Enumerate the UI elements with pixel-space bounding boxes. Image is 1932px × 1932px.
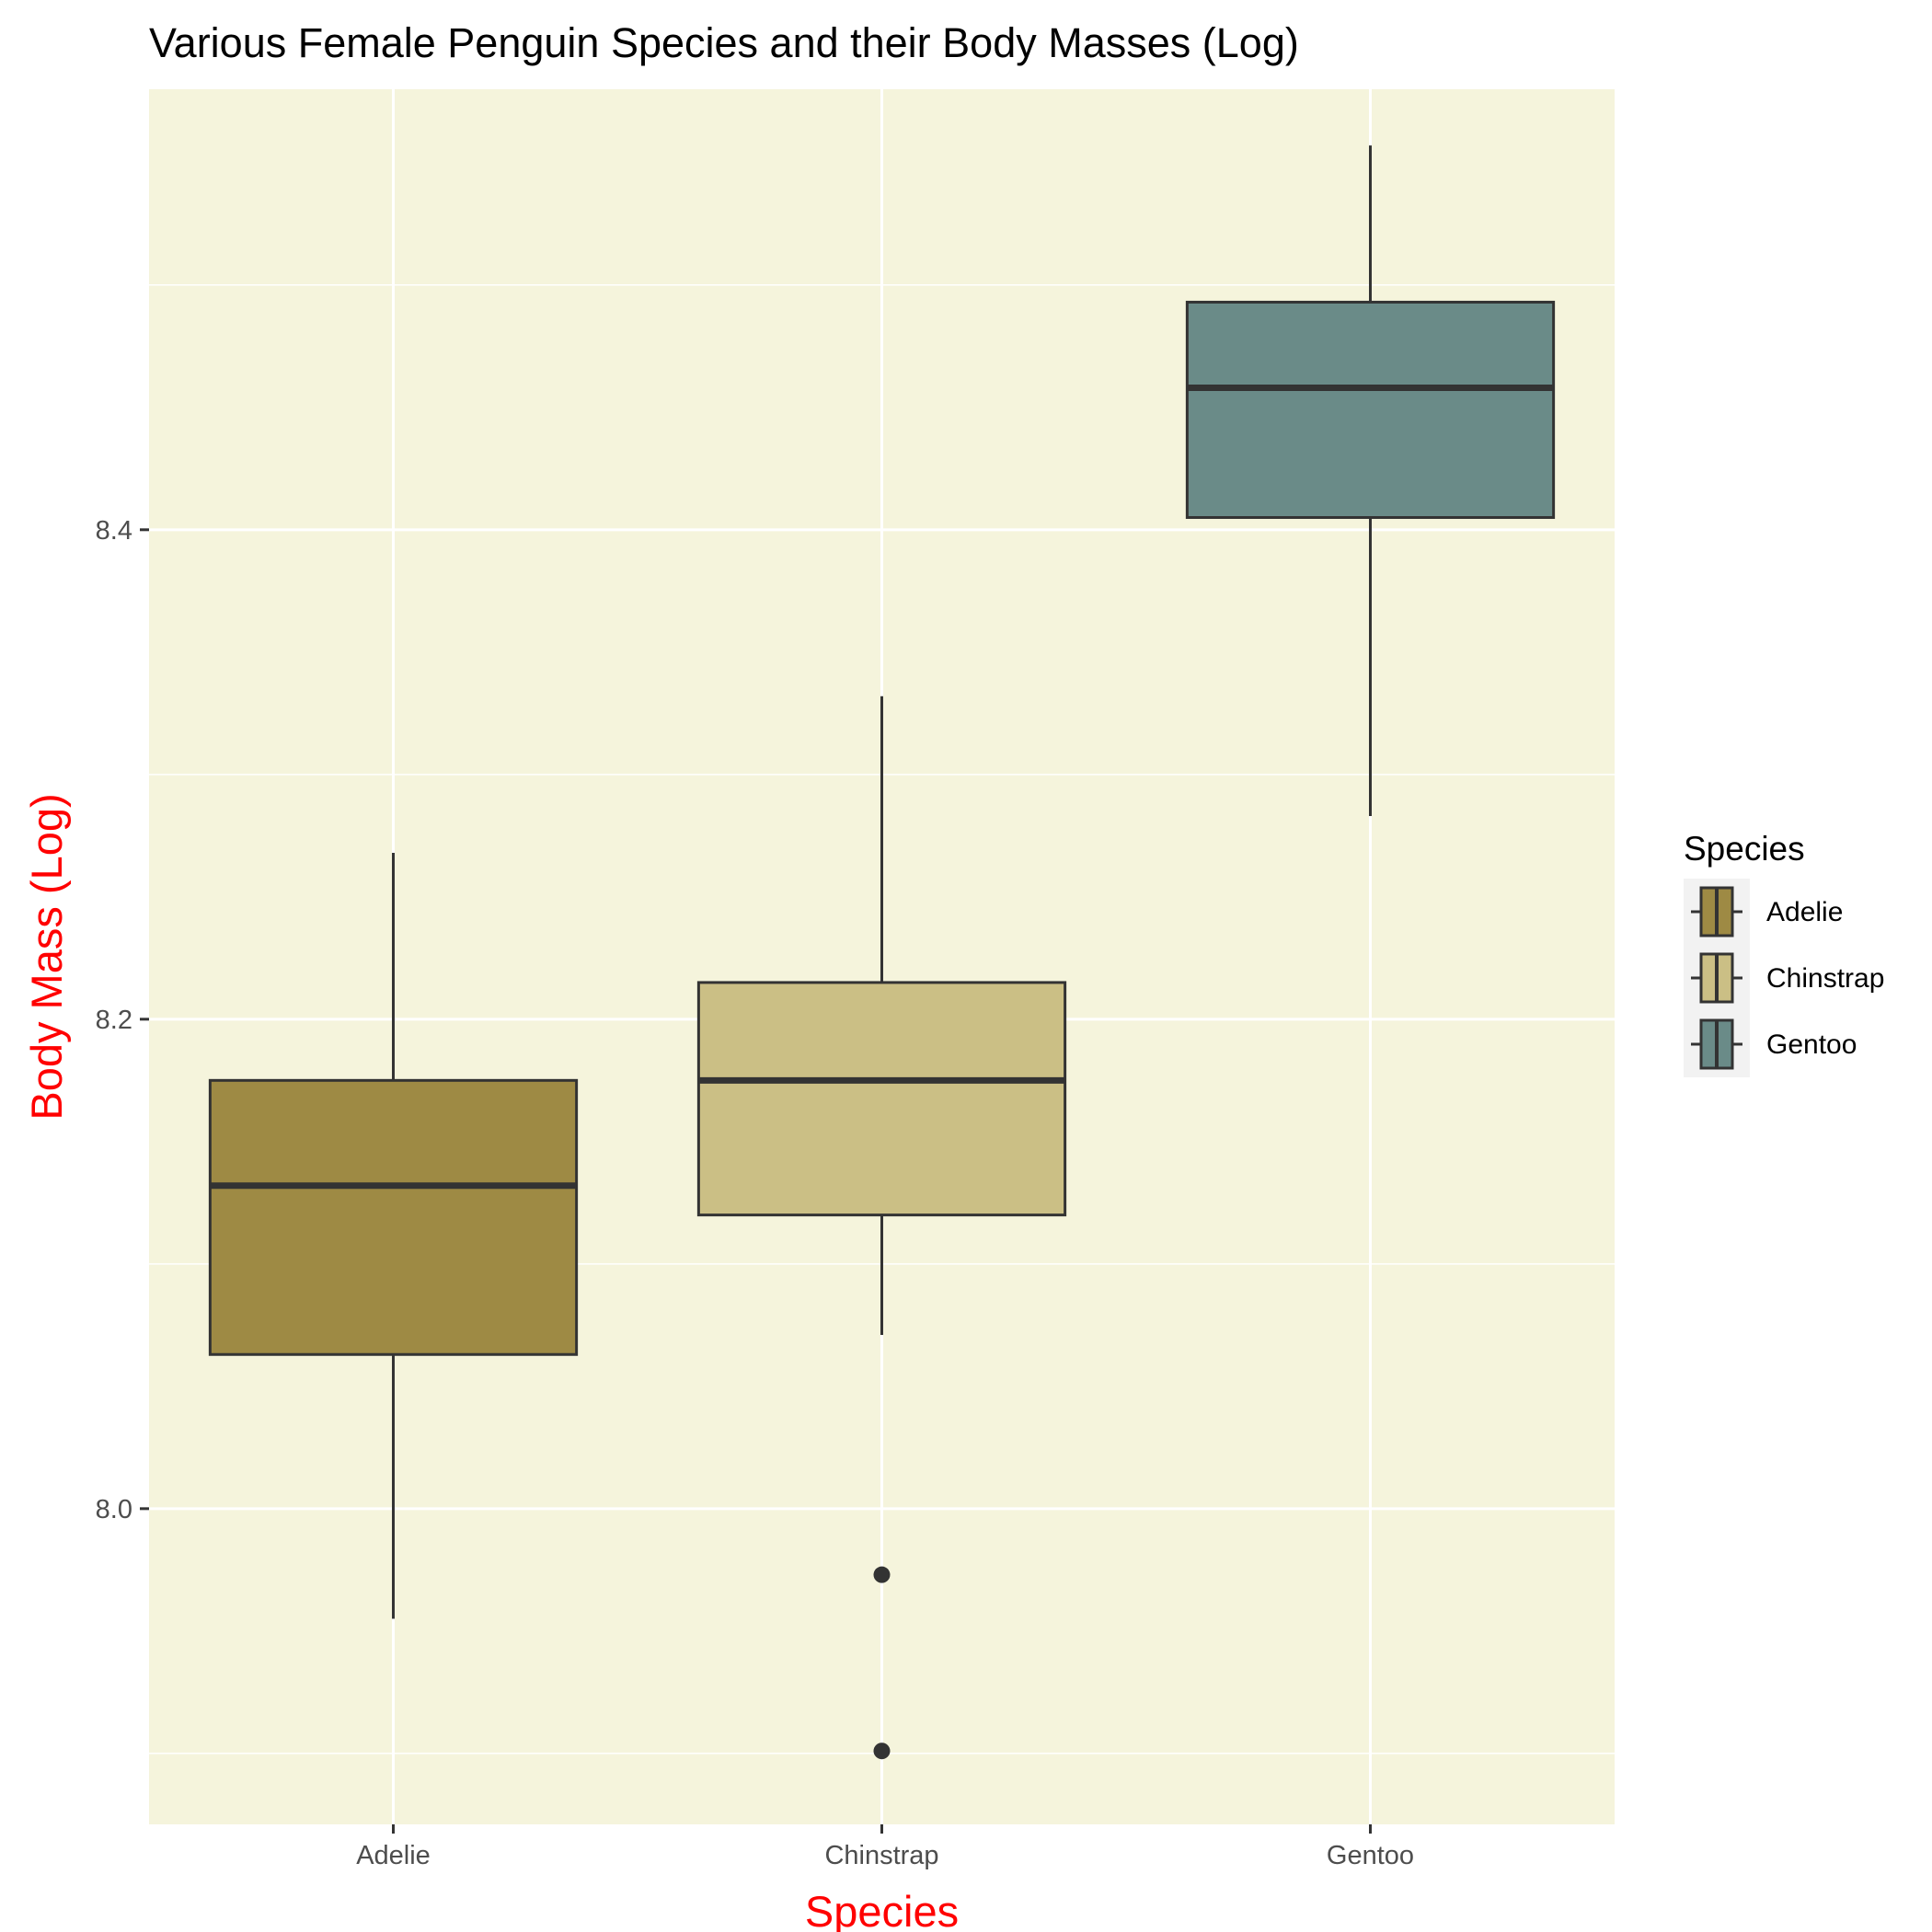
- box-iqr: [696, 981, 1067, 1217]
- box-gentoo: [1185, 145, 1556, 817]
- y-axis: 8.0 8.2 8.4: [96, 516, 149, 1524]
- legend-label: Adelie: [1766, 897, 1843, 927]
- legend-item-gentoo: Gentoo: [1691, 1018, 1857, 1070]
- chart-title: Various Female Penguin Species and their…: [149, 19, 1299, 66]
- outlier-point: [873, 1742, 891, 1760]
- y-tick-label: 8.0: [96, 1495, 132, 1524]
- legend-item-chinstrap: Chinstrap: [1691, 952, 1884, 1004]
- legend-item-adelie: Adelie: [1691, 886, 1843, 937]
- outlier-point: [873, 1566, 891, 1583]
- y-tick-label: 8.2: [96, 1006, 132, 1035]
- y-axis-title: Body Mass (Log): [22, 793, 71, 1120]
- box-series: [208, 145, 1556, 1760]
- legend-label: Gentoo: [1766, 1029, 1857, 1060]
- x-tick-label: Adelie: [356, 1841, 431, 1870]
- x-axis-title: Species: [805, 1887, 959, 1932]
- y-tick-label: 8.4: [96, 516, 132, 546]
- box-chinstrap: [696, 696, 1067, 1760]
- x-tick-label: Chinstrap: [824, 1841, 938, 1870]
- box-iqr: [208, 1078, 579, 1356]
- legend-label: Chinstrap: [1766, 963, 1884, 994]
- box-adelie: [208, 852, 579, 1619]
- x-axis: Adelie Chinstrap Gentoo: [356, 1824, 1414, 1870]
- box-iqr: [1185, 300, 1556, 520]
- legend-title: Species: [1684, 830, 1805, 868]
- legend: Species Adelie Chinstrap Gentoo: [1684, 830, 1884, 1077]
- x-tick-label: Gentoo: [1327, 1841, 1414, 1870]
